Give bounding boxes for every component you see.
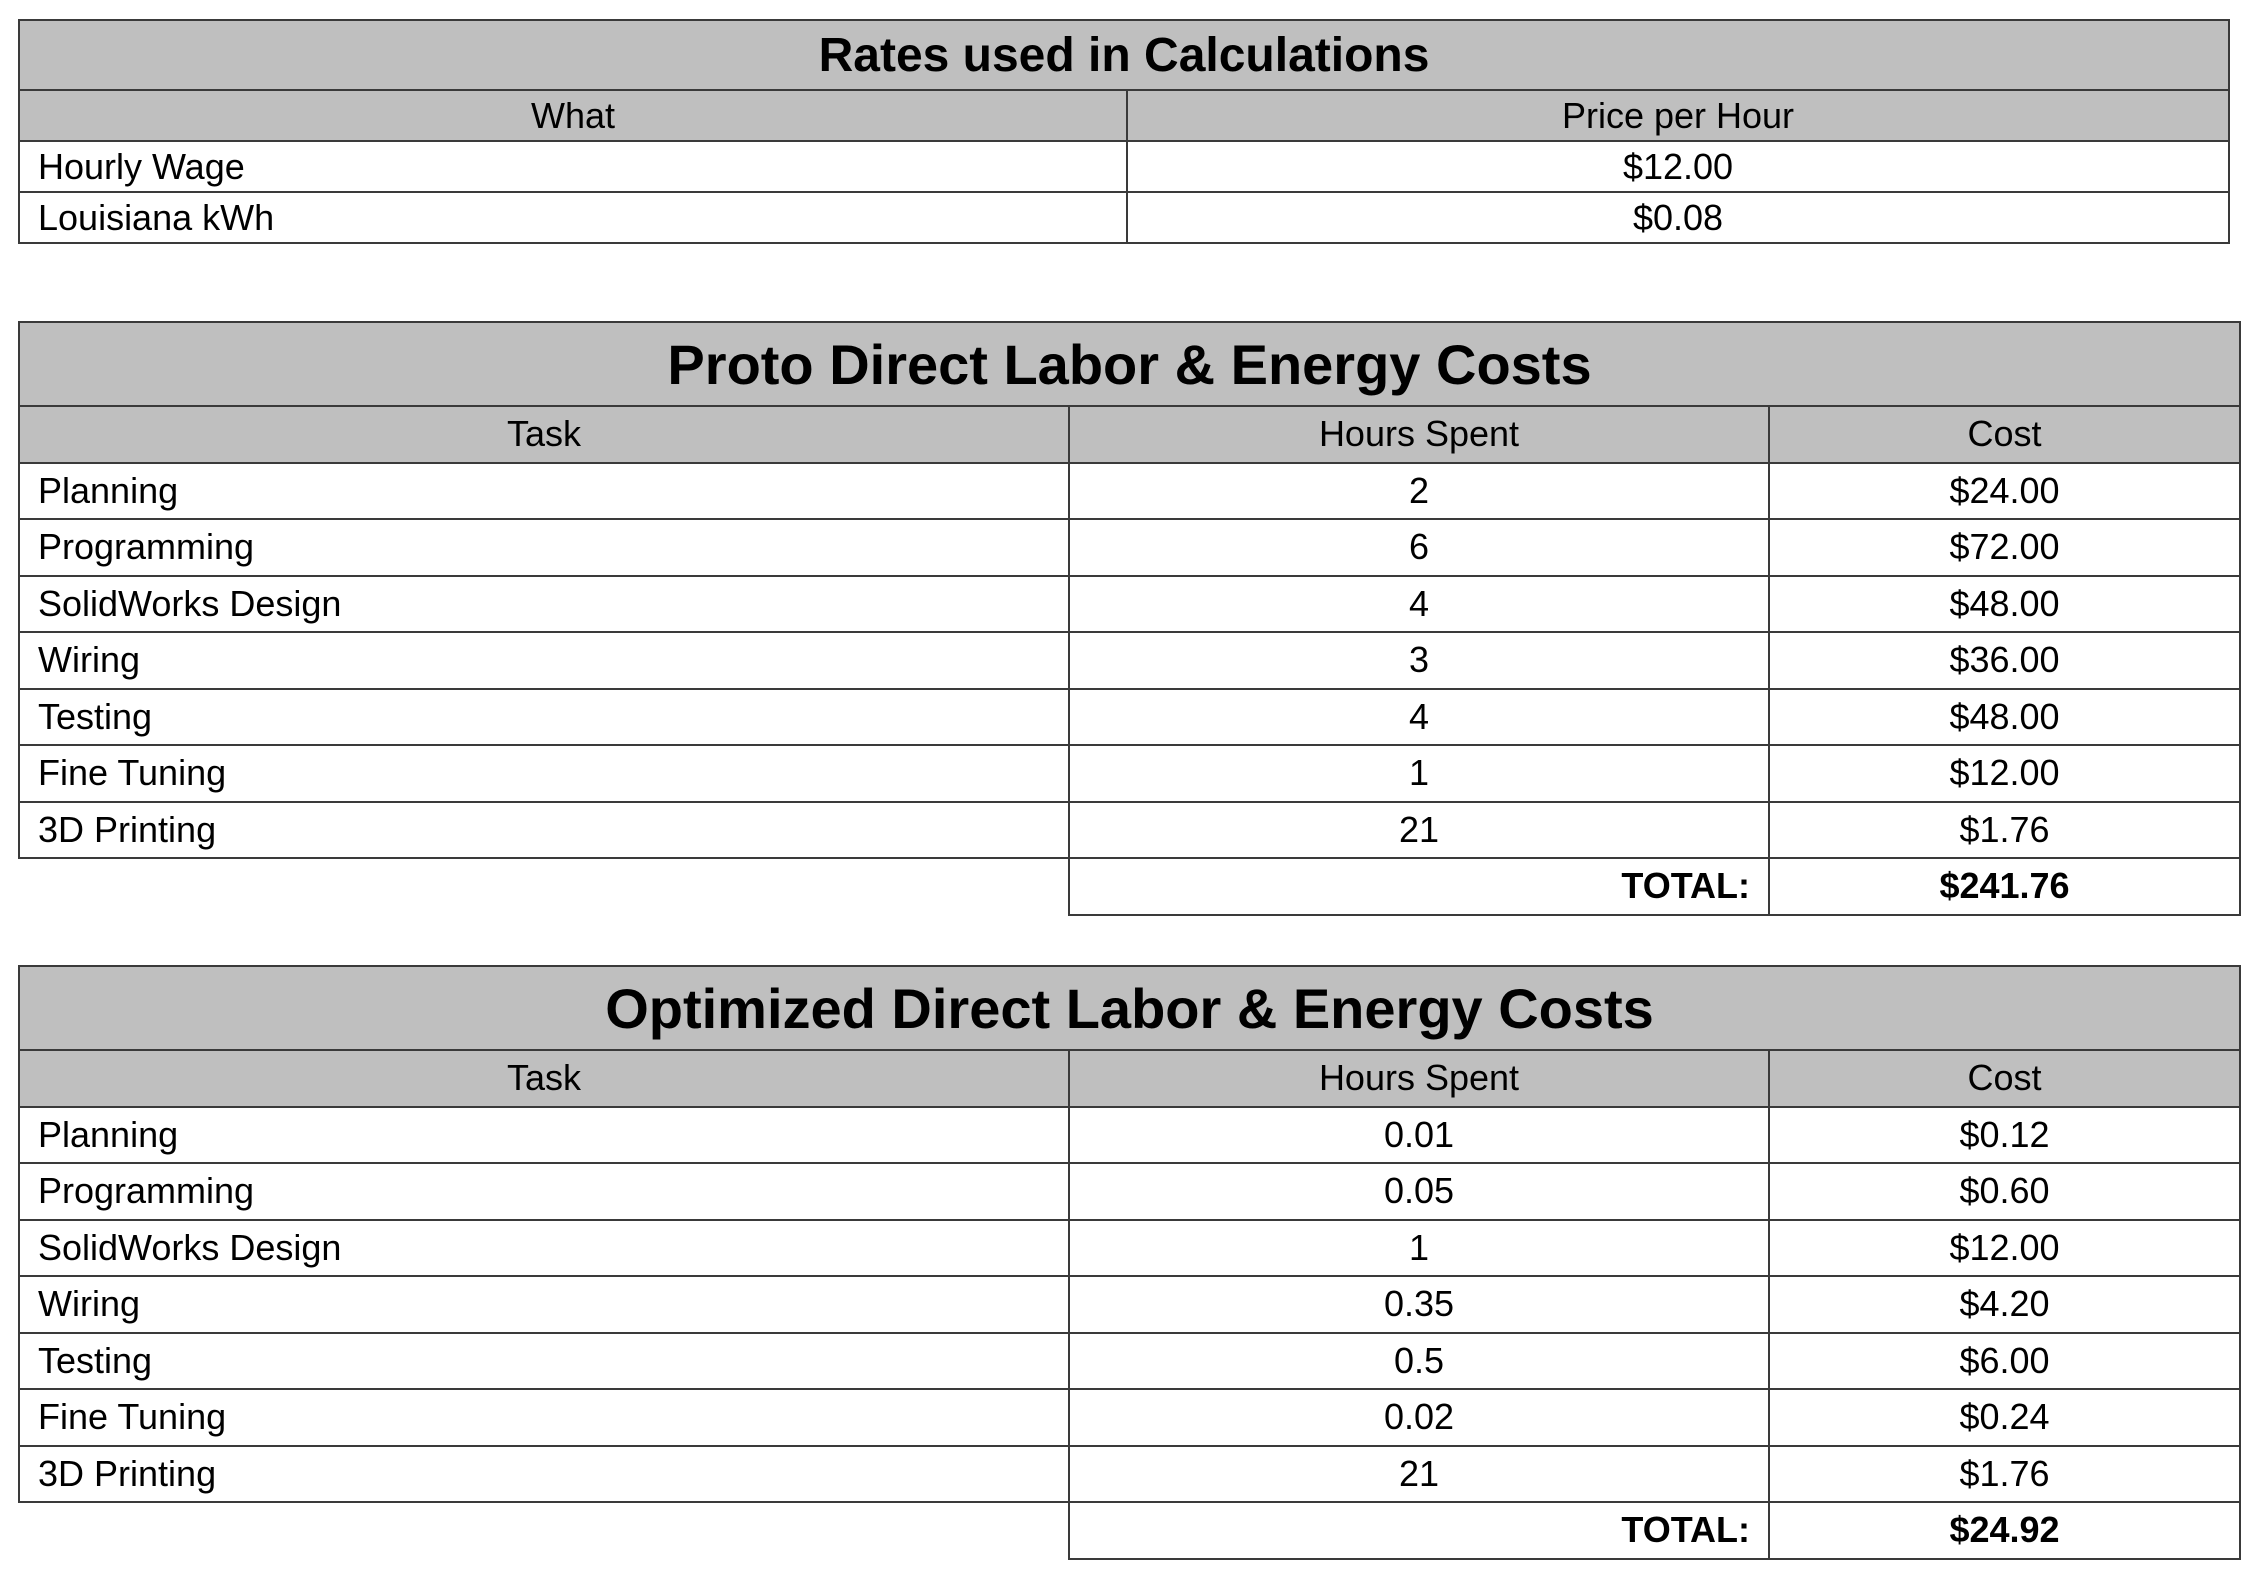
column-header-task: Task xyxy=(18,405,1070,464)
total-row: TOTAL: $241.76 xyxy=(19,857,2242,916)
total-value: $24.92 xyxy=(1767,1501,2242,1560)
proto-costs-table: Proto Direct Labor & Energy Costs Task H… xyxy=(17,321,2242,916)
task-cost: $1.76 xyxy=(1767,1444,2242,1503)
task-cost: $48.00 xyxy=(1767,574,2242,633)
task-hours: 6 xyxy=(1068,518,1770,577)
table-row: Hourly Wage $12.00 xyxy=(18,140,2231,193)
task-hours: 0.05 xyxy=(1068,1162,1770,1221)
rates-table: Rates used in Calculations What Price pe… xyxy=(17,19,2231,244)
column-header-task: Task xyxy=(18,1049,1070,1108)
blank-cell xyxy=(19,1502,1069,1559)
task-hours: 21 xyxy=(1068,1444,1770,1503)
task-cost: $0.60 xyxy=(1767,1162,2242,1221)
task-cost: $1.76 xyxy=(1767,800,2242,859)
total-label: TOTAL: xyxy=(1068,1501,1770,1560)
task-hours: 3 xyxy=(1068,631,1770,690)
task-cost: $12.00 xyxy=(1767,744,2242,803)
rate-name: Louisiana kWh xyxy=(18,191,1128,244)
task-cost: $72.00 xyxy=(1767,518,2242,577)
table-row: Programming 6 $72.00 xyxy=(18,518,2242,577)
task-hours: 4 xyxy=(1068,687,1770,746)
task-cost: $6.00 xyxy=(1767,1331,2242,1390)
table-row: Testing 0.5 $6.00 xyxy=(18,1331,2242,1390)
table-row: Fine Tuning 0.02 $0.24 xyxy=(18,1388,2242,1447)
task-hours: 1 xyxy=(1068,744,1770,803)
task-name: Fine Tuning xyxy=(18,744,1070,803)
task-name: SolidWorks Design xyxy=(18,574,1070,633)
task-name: 3D Printing xyxy=(18,1444,1070,1503)
column-header-what: What xyxy=(18,89,1128,142)
task-hours: 0.5 xyxy=(1068,1331,1770,1390)
task-hours: 2 xyxy=(1068,461,1770,520)
task-hours: 0.02 xyxy=(1068,1388,1770,1447)
task-name: Testing xyxy=(18,1331,1070,1390)
table-row: SolidWorks Design 4 $48.00 xyxy=(18,574,2242,633)
column-header-cost: Cost xyxy=(1767,405,2242,464)
task-name: Wiring xyxy=(18,631,1070,690)
task-hours: 0.35 xyxy=(1068,1275,1770,1334)
task-hours: 0.01 xyxy=(1068,1105,1770,1164)
task-hours: 1 xyxy=(1068,1218,1770,1277)
rate-price: $0.08 xyxy=(1125,191,2231,244)
rate-name: Hourly Wage xyxy=(18,140,1128,193)
blank-cell xyxy=(19,858,1069,915)
proto-title: Proto Direct Labor & Energy Costs xyxy=(17,321,2242,407)
total-value: $241.76 xyxy=(1767,857,2242,916)
table-row: SolidWorks Design 1 $12.00 xyxy=(18,1218,2242,1277)
task-cost: $12.00 xyxy=(1767,1218,2242,1277)
task-name: Fine Tuning xyxy=(18,1388,1070,1447)
table-row: 3D Printing 21 $1.76 xyxy=(18,1444,2242,1503)
table-row: Wiring 3 $36.00 xyxy=(18,631,2242,690)
task-name: Planning xyxy=(18,461,1070,520)
table-row: 3D Printing 21 $1.76 xyxy=(18,800,2242,859)
total-row: TOTAL: $24.92 xyxy=(19,1501,2242,1560)
task-cost: $24.00 xyxy=(1767,461,2242,520)
task-name: Wiring xyxy=(18,1275,1070,1334)
task-name: Programming xyxy=(18,1162,1070,1221)
task-name: 3D Printing xyxy=(18,800,1070,859)
column-header-cost: Cost xyxy=(1767,1049,2242,1108)
task-name: Programming xyxy=(18,518,1070,577)
task-cost: $48.00 xyxy=(1767,687,2242,746)
task-name: Planning xyxy=(18,1105,1070,1164)
table-row: Testing 4 $48.00 xyxy=(18,687,2242,746)
rates-title: Rates used in Calculations xyxy=(17,19,2231,91)
optimized-costs-table: Optimized Direct Labor & Energy Costs Ta… xyxy=(17,965,2242,1560)
table-row: Planning 2 $24.00 xyxy=(18,461,2242,520)
task-cost: $0.24 xyxy=(1767,1388,2242,1447)
column-header-hours-spent: Hours Spent xyxy=(1068,1049,1770,1108)
table-row: Wiring 0.35 $4.20 xyxy=(18,1275,2242,1334)
table-row: Louisiana kWh $0.08 xyxy=(18,191,2231,244)
table-row: Programming 0.05 $0.60 xyxy=(18,1162,2242,1221)
rate-price: $12.00 xyxy=(1125,140,2231,193)
optimized-title: Optimized Direct Labor & Energy Costs xyxy=(17,965,2242,1051)
task-cost: $4.20 xyxy=(1767,1275,2242,1334)
task-hours: 4 xyxy=(1068,574,1770,633)
table-row: Fine Tuning 1 $12.00 xyxy=(18,744,2242,803)
task-hours: 21 xyxy=(1068,800,1770,859)
table-row: Planning 0.01 $0.12 xyxy=(18,1105,2242,1164)
task-name: SolidWorks Design xyxy=(18,1218,1070,1277)
total-label: TOTAL: xyxy=(1068,857,1770,916)
task-cost: $36.00 xyxy=(1767,631,2242,690)
column-header-hours-spent: Hours Spent xyxy=(1068,405,1770,464)
task-cost: $0.12 xyxy=(1767,1105,2242,1164)
task-name: Testing xyxy=(18,687,1070,746)
column-header-price-per-hour: Price per Hour xyxy=(1125,89,2231,142)
